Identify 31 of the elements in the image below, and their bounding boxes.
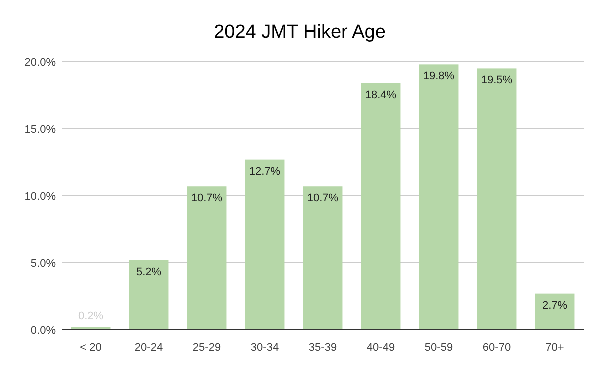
bar	[419, 64, 459, 330]
x-tick-label: 35-39	[308, 342, 338, 354]
bar	[477, 68, 517, 330]
bar	[187, 186, 227, 330]
x-tick-label: 40-49	[366, 342, 396, 354]
bar	[129, 260, 169, 330]
y-tick-label: 15.0%	[24, 124, 56, 136]
bar	[245, 160, 285, 330]
y-tick-label: 5.0%	[30, 258, 56, 270]
chart-title: 2024 JMT Hiker Age	[214, 22, 386, 43]
data-label: 19.5%	[481, 74, 513, 87]
data-label: 10.7%	[191, 192, 223, 205]
data-label: 18.4%	[365, 89, 397, 102]
x-tick-label: 20-24	[134, 342, 164, 354]
data-label: 12.7%	[249, 166, 281, 178]
y-tick-label: 0.0%	[30, 325, 56, 337]
bar	[361, 83, 401, 330]
data-label: 19.8%	[423, 70, 455, 83]
y-tick-label: 10.0%	[24, 191, 56, 203]
x-tick-label: < 20	[80, 342, 102, 354]
x-tick-label: 50-59	[424, 342, 454, 354]
bar	[303, 186, 343, 330]
x-tick-label: 70+	[546, 342, 564, 354]
x-tick-label: 30-34	[250, 342, 280, 354]
x-tick-label: 60-70	[482, 342, 512, 354]
data-label: 5.2%	[136, 266, 162, 278]
x-tick-label: 25-29	[192, 342, 222, 354]
data-label: 2.7%	[542, 300, 568, 312]
y-tick-label: 20.0%	[24, 57, 56, 69]
data-label: 10.7%	[307, 192, 339, 205]
bar	[535, 294, 575, 330]
